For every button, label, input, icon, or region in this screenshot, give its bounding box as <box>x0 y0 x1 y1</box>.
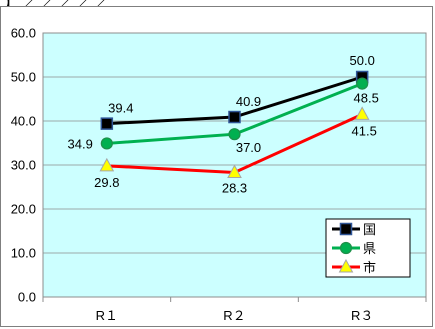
x-tick-label: R３ <box>351 308 373 323</box>
top-text: 】／／／／／ ／ ／／ 】 <box>4 0 435 7</box>
data-point-3 <box>354 106 370 120</box>
x-tick-label: R１ <box>96 308 118 323</box>
legend-label: 市 <box>363 260 376 276</box>
data-label: 34.9 <box>68 136 93 151</box>
data-label: 50.0 <box>350 53 375 68</box>
y-tick-label: 50.0 <box>11 70 36 85</box>
y-tick-label: 10.0 <box>11 246 36 261</box>
data-point-3 <box>227 164 242 178</box>
data-point-2 <box>100 137 113 150</box>
legend-label: 県 <box>363 242 376 257</box>
data-label: 41.5 <box>352 123 377 138</box>
data-point-2 <box>228 128 241 141</box>
data-point-3 <box>99 157 115 172</box>
y-tick-label: 40.0 <box>11 114 36 129</box>
data-point-2 <box>356 77 369 90</box>
y-tick-label: 20.0 <box>11 202 36 217</box>
legend-marker <box>338 258 354 273</box>
legend-label: 国 <box>363 223 376 238</box>
data-label: 39.4 <box>108 101 133 116</box>
legend-marker <box>339 241 353 255</box>
data-point-1 <box>228 110 241 124</box>
y-tick-label: 30.0 <box>11 158 36 173</box>
data-label: 28.3 <box>222 180 247 195</box>
data-label: 37.0 <box>236 140 261 155</box>
chart-frame <box>0 6 433 327</box>
top-text-fragment: 】／／／／／ ／ ／／ 】 <box>0 0 435 7</box>
data-label: 29.8 <box>94 175 119 190</box>
data-label: 48.5 <box>354 91 379 106</box>
y-tick-label: 60.0 <box>11 26 36 41</box>
x-tick-label: R２ <box>223 308 245 323</box>
y-tick-label: 0.0 <box>18 290 36 305</box>
data-point-1 <box>100 117 114 130</box>
data-label: 40.9 <box>236 94 261 109</box>
legend-marker <box>339 222 353 236</box>
